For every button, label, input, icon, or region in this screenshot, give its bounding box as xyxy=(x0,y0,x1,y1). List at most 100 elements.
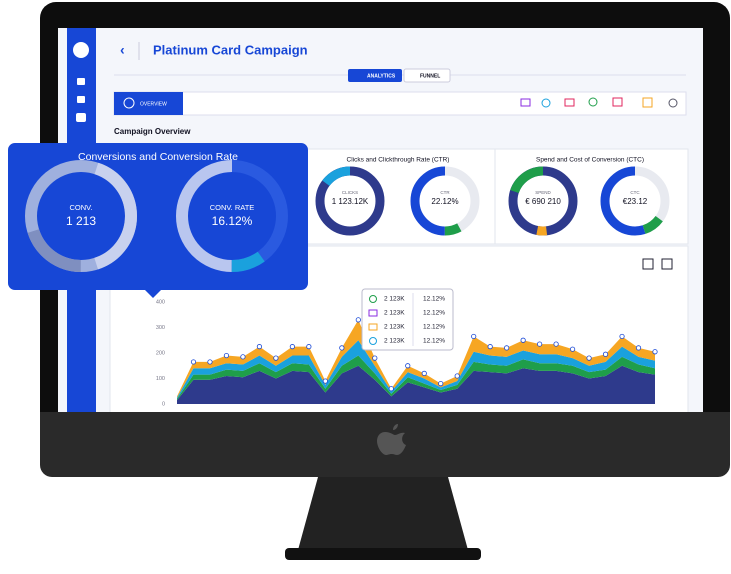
metric-label: CONV. xyxy=(69,203,92,212)
point-marker xyxy=(306,344,312,350)
tooltip-value: 2 123K xyxy=(384,310,405,317)
point-marker xyxy=(322,378,328,384)
point-marker xyxy=(454,373,460,379)
area-layer xyxy=(177,340,655,399)
point-marker xyxy=(520,337,526,343)
metric-value: € 690 210 xyxy=(525,197,561,206)
donut-segment xyxy=(25,160,137,272)
tool-icon[interactable] xyxy=(564,98,575,107)
point-marker xyxy=(256,344,263,350)
toolbar xyxy=(113,91,687,116)
stand xyxy=(298,477,468,550)
chart-icon[interactable] xyxy=(642,258,654,270)
tool-icon[interactable] xyxy=(541,98,551,108)
overview-label[interactable]: OVERVIEW xyxy=(140,101,167,107)
apple-logo xyxy=(377,424,406,455)
tooltip-rate: 12.12% xyxy=(423,310,445,317)
donut-segment xyxy=(508,166,578,236)
tooltip: 2 123K 12.12% 2 123K 12.12% 2 123K 12.12% 2 12… xyxy=(361,288,454,351)
donut-segment xyxy=(176,160,288,272)
y-tick-label: 200 xyxy=(156,350,165,356)
tab-funnel[interactable] xyxy=(403,68,451,83)
metric-value: €23.12 xyxy=(623,197,648,206)
point-marker xyxy=(569,346,576,352)
point-marker xyxy=(471,333,477,340)
metric-label: CTC xyxy=(630,190,640,195)
point-marker xyxy=(388,386,394,392)
point-marker xyxy=(537,341,543,347)
donut-segment xyxy=(410,166,480,236)
point-marker xyxy=(487,344,493,350)
popup-donuts: CONV. 1 213 CONV. RATE 16.12% xyxy=(25,160,288,272)
tool-icon[interactable] xyxy=(520,98,531,107)
card-title: Conversions and Conversion Rate xyxy=(78,151,238,163)
point-marker xyxy=(438,380,444,387)
point-marker xyxy=(223,352,230,359)
donut-segment xyxy=(176,160,288,272)
nav-icon[interactable] xyxy=(76,113,86,122)
metric-label: CLICKS xyxy=(342,190,358,195)
section-title: Campaign Overview xyxy=(114,127,191,136)
point-marker xyxy=(619,333,625,340)
overview-button[interactable] xyxy=(114,92,183,115)
point-marker xyxy=(405,363,411,369)
logo[interactable] xyxy=(73,42,89,58)
screen: ‹ Platinum Card Campaign ANALYTICS FUNNE… xyxy=(58,28,703,412)
stand-base xyxy=(285,548,481,560)
nav-icon[interactable] xyxy=(77,78,85,85)
popup-card: Conversions and Conversion Rate CONV. 1 2… xyxy=(8,143,308,298)
point-marker xyxy=(652,349,658,355)
y-tick-label: 300 xyxy=(156,325,165,331)
tab-analytics[interactable] xyxy=(348,69,402,82)
tooltip-rows: 2 123K 12.12% 2 123K 12.12% 2 123K 12.12% 2 12… xyxy=(384,296,445,345)
donut-segment xyxy=(508,166,578,236)
point-marker xyxy=(553,341,559,347)
metric-label: CONV. RATE xyxy=(210,203,255,212)
back-button[interactable]: ‹ xyxy=(120,42,125,58)
tooltip-rate: 12.12% xyxy=(423,324,445,331)
metric-label: CTR xyxy=(440,190,450,195)
point-marker xyxy=(240,354,246,360)
tooltip-icon xyxy=(368,309,378,317)
donuts: CLICKS 1 123.12K CTR 22.12% SPEND € 690 210 CT… xyxy=(315,166,670,236)
point-marker xyxy=(602,351,609,357)
tooltip-value: 2 123K xyxy=(384,324,405,331)
tooltip-value: 2 123K xyxy=(384,296,405,303)
metric-value: 1 213 xyxy=(66,214,96,228)
point-marker xyxy=(355,317,361,323)
export-icon[interactable] xyxy=(661,258,673,270)
point-marker xyxy=(372,355,378,361)
point-marker xyxy=(339,345,345,351)
card-title: Clicks and Clickthrough Rate (CTR) xyxy=(347,157,450,164)
point-marker xyxy=(586,355,592,361)
tooltip-icon xyxy=(369,295,377,303)
tooltip-rate: 12.12% xyxy=(423,296,445,303)
point-marker xyxy=(207,359,213,365)
tooltip-value: 2 123K xyxy=(384,338,405,345)
icon xyxy=(123,97,135,109)
tool-icon[interactable] xyxy=(668,98,678,108)
tab-label[interactable]: ANALYTICS xyxy=(367,73,396,79)
tab-label[interactable]: FUNNEL xyxy=(420,73,440,79)
card-title: Spend and Cost of Conversion (CTC) xyxy=(536,157,644,164)
point-marker xyxy=(273,355,279,361)
tool-icon[interactable] xyxy=(612,97,623,107)
y-tick-label: 0 xyxy=(162,401,165,407)
tooltip-rate: 12.12% xyxy=(423,338,445,345)
tooltip-box xyxy=(361,288,454,351)
point-marker xyxy=(289,344,295,350)
metric-label: SPEND xyxy=(535,190,551,195)
nav-icon[interactable] xyxy=(77,96,85,103)
area-layer xyxy=(177,319,655,398)
donut-segment xyxy=(600,166,670,236)
page-title: Platinum Card Campaign xyxy=(153,42,308,57)
metric-value: 1 123.12K xyxy=(332,197,369,206)
point-marker xyxy=(190,359,197,365)
tool-icon[interactable] xyxy=(642,97,653,108)
metric-value: 16.12% xyxy=(212,214,253,228)
donut-segment xyxy=(410,166,480,236)
tool-icon[interactable] xyxy=(588,97,598,107)
point-marker xyxy=(504,345,510,351)
